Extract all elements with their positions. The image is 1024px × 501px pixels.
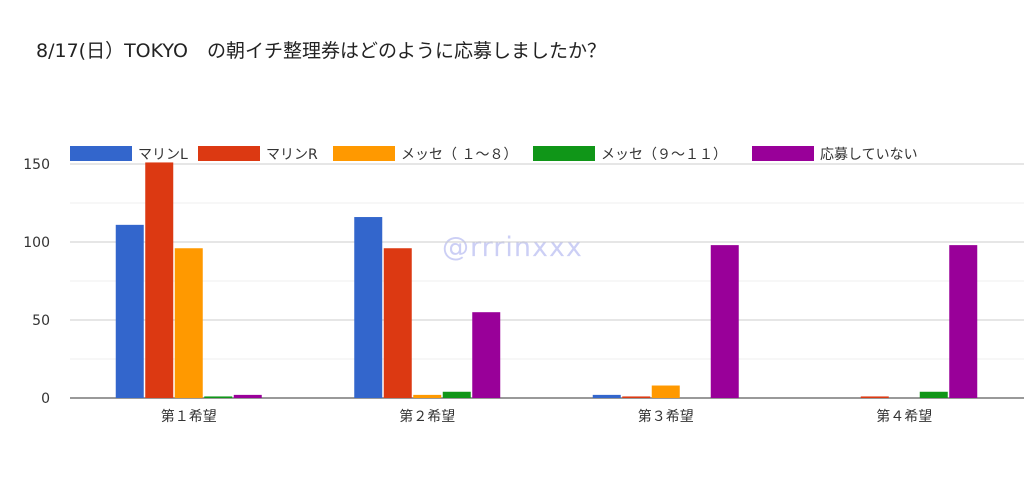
bar-3-2 [413, 394, 442, 398]
x-category-label: 第４希望 [876, 408, 932, 425]
legend-swatch [198, 146, 260, 161]
bar-5-1 [233, 394, 262, 398]
legend: マリンL マリンR メッセ（ １〜８） メッセ（９〜１１） 応募していない [70, 146, 918, 163]
bar-1-2 [354, 217, 383, 398]
bar-1-1 [115, 224, 144, 398]
bar-2-4 [860, 396, 889, 398]
x-category-label: 第３希望 [638, 408, 694, 425]
x-category-label: 第２希望 [399, 408, 455, 425]
bar-5-3 [710, 245, 739, 398]
bar-2-3 [622, 396, 651, 398]
y-tick-label: 100 [23, 235, 50, 251]
y-tick-label: 150 [23, 157, 50, 173]
legend-swatch [533, 146, 595, 161]
legend-swatch [752, 146, 814, 161]
bar-4-4 [919, 391, 948, 398]
x-category-label: 第１希望 [161, 408, 217, 425]
bar-5-4 [949, 245, 978, 398]
gridlines [70, 163, 1024, 399]
legend-label: メッセ（ １〜８） [401, 147, 517, 163]
bar-3-1 [174, 248, 203, 398]
y-tick-label: 50 [32, 313, 50, 329]
bar-2-2 [383, 248, 412, 398]
legend-label: マリンL [138, 147, 188, 163]
bar-4-1 [204, 396, 233, 398]
bars [115, 162, 978, 398]
y-tick-label: 0 [41, 391, 50, 407]
legend-label: メッセ（９〜１１） [601, 147, 727, 163]
legend-label: 応募していない [820, 147, 918, 163]
bar-3-3 [651, 385, 680, 398]
axis-labels: 0 50 100 150 第１希望 第２希望 第３希望 第４希望 [23, 157, 932, 425]
legend-swatch [333, 146, 395, 161]
bar-1-3 [592, 394, 621, 398]
legend-label: マリンR [266, 147, 318, 163]
bar-2-1 [145, 162, 174, 398]
bar-5-2 [472, 312, 501, 398]
bar-4-2 [442, 391, 471, 398]
watermark-text: @rrrinxxx [442, 232, 583, 263]
legend-swatch [70, 146, 132, 161]
chart-title: 8/17(日）TOKYO の朝イチ整理券はどのように応募しましたか？ [36, 40, 606, 62]
